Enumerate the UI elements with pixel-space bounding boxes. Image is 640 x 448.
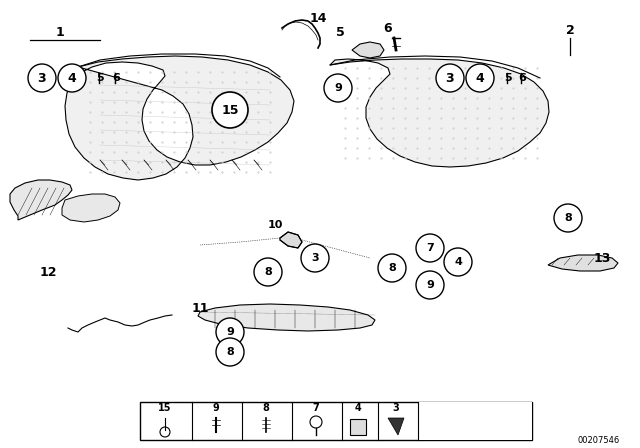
Text: 3: 3 [311, 253, 319, 263]
Text: 15: 15 [221, 103, 239, 116]
Bar [418, 402, 532, 440]
Text: 6: 6 [384, 22, 392, 34]
Text: 9: 9 [226, 327, 234, 337]
Text: 3: 3 [445, 72, 454, 85]
Text: 3: 3 [38, 72, 46, 85]
Text: 6: 6 [112, 73, 120, 83]
Text: 7: 7 [426, 243, 434, 253]
Circle shape [254, 258, 282, 286]
Text: 14: 14 [309, 12, 327, 25]
Circle shape [324, 74, 352, 102]
Circle shape [436, 64, 464, 92]
Text: 3: 3 [392, 403, 399, 413]
Text: 00207546: 00207546 [578, 435, 620, 444]
Text: 9: 9 [426, 280, 434, 290]
Circle shape [58, 64, 86, 92]
Text: 5: 5 [504, 73, 512, 83]
Circle shape [216, 318, 244, 346]
Text: 8: 8 [564, 213, 572, 223]
Text: 15: 15 [158, 403, 172, 413]
Circle shape [416, 271, 444, 299]
Text: 8: 8 [262, 403, 269, 413]
Circle shape [301, 244, 329, 272]
Text: 4: 4 [355, 403, 362, 413]
Text: 4: 4 [454, 257, 462, 267]
Text: 1: 1 [56, 26, 65, 39]
Text: 4: 4 [476, 72, 484, 85]
Text: 8: 8 [264, 267, 272, 277]
Text: 5: 5 [335, 26, 344, 39]
Text: 7: 7 [312, 403, 319, 413]
Text: 13: 13 [593, 251, 611, 264]
Text: 4: 4 [68, 72, 76, 85]
Polygon shape [65, 56, 294, 180]
Polygon shape [352, 42, 384, 58]
Text: 11: 11 [191, 302, 209, 314]
Circle shape [444, 248, 472, 276]
Polygon shape [10, 180, 72, 220]
Polygon shape [330, 59, 549, 167]
Polygon shape [548, 255, 618, 271]
Circle shape [416, 234, 444, 262]
Circle shape [554, 204, 582, 232]
Bar [350, 419, 366, 435]
Text: 10: 10 [268, 220, 283, 230]
Polygon shape [62, 194, 120, 222]
Circle shape [378, 254, 406, 282]
Bar [140, 402, 532, 440]
Text: 12: 12 [39, 266, 57, 279]
Text: 9: 9 [334, 83, 342, 93]
Circle shape [466, 64, 494, 92]
Circle shape [28, 64, 56, 92]
Polygon shape [198, 304, 375, 331]
Text: 6: 6 [518, 73, 526, 83]
Text: 8: 8 [388, 263, 396, 273]
Text: 9: 9 [212, 403, 220, 413]
Circle shape [216, 338, 244, 366]
Polygon shape [280, 232, 302, 248]
Circle shape [212, 92, 248, 128]
Text: 8: 8 [226, 347, 234, 357]
Polygon shape [388, 418, 404, 435]
Text: 5: 5 [96, 73, 104, 83]
Text: 2: 2 [566, 23, 574, 36]
